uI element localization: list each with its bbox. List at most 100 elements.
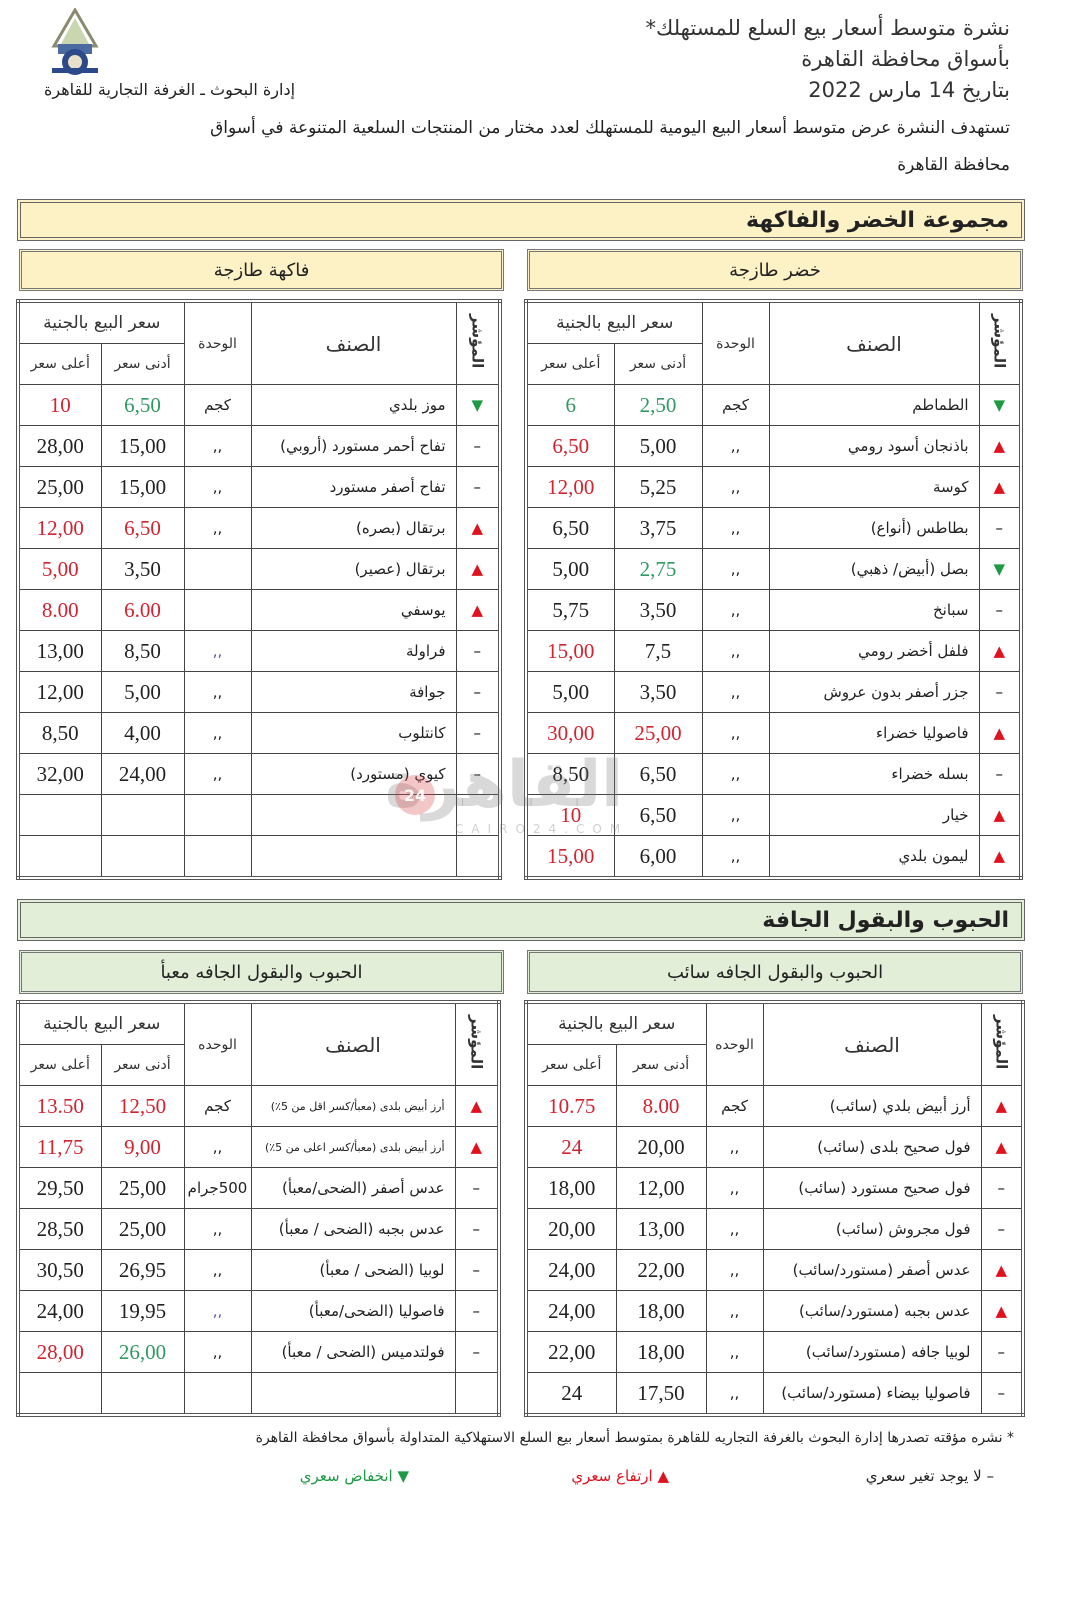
max-price: 15,00	[525, 630, 615, 672]
unit-header: الوحده	[183, 1001, 252, 1086]
min-price: 3,50	[613, 589, 703, 631]
max-price: 24,00	[525, 1290, 617, 1332]
indicator-up-icon: ▲	[454, 1085, 500, 1127]
table-row: – فاصوليا بيضاء (مستورد/سائب),, 17,50 24	[525, 1372, 1024, 1416]
watermark: القاهرة	[385, 748, 624, 822]
empty-cell	[455, 794, 501, 836]
vegetables-price-table: المؤشر الصنف الوحدة سعر البيع بالجنية أدنى س…	[524, 299, 1023, 880]
indicator-up-icon: ▲	[978, 630, 1022, 672]
table-row: ▲ يوسفي 6.00 8.00	[17, 589, 501, 631]
unit-cell: كجم	[183, 1085, 252, 1127]
footnote: * نشره مؤقته تصدرها إدارة البحوث بالغرفة…	[255, 1430, 1014, 1446]
item-name: عدس بجبه (مستورد/سائب)	[762, 1290, 982, 1332]
min-price: 25,00	[613, 712, 703, 754]
table-row: – كيوي (مستورد),, 24,00 32,00	[17, 753, 501, 795]
indicator-none-icon: –	[978, 589, 1022, 631]
max-price-header: أعلى سعر	[525, 343, 615, 385]
item-name: أرز أبيض بلدى (معبأ/كسر اعلى من 5٪)	[250, 1126, 456, 1168]
item-name: بطاطس (أنواع)	[768, 507, 980, 549]
item-name: عدس بجبه (الضحى / معبأ)	[250, 1208, 456, 1250]
table-row: ▼ بصل (أبيض/ ذهبي),, 2,75 5,00	[525, 548, 1022, 590]
table-row: ▲ عدس بجبه (مستورد/سائب),, 18,00 24,00	[525, 1290, 1024, 1332]
indicator-none-icon: –	[978, 753, 1022, 795]
item-name: يوسفي	[250, 589, 457, 631]
indicator-none-icon: –	[980, 1167, 1024, 1209]
unit-cell	[183, 589, 252, 631]
item-name: فاصوليا (الضحى/معبأ)	[250, 1290, 456, 1332]
item-name: برتقال (عصير)	[250, 548, 457, 590]
header-row: أدنى سعر أعلى سعر	[17, 343, 500, 385]
indicator-none-icon: –	[455, 425, 501, 467]
max-price: 28,00	[17, 1331, 102, 1373]
min-price: 6,50	[100, 384, 185, 426]
empty-cell	[183, 1372, 252, 1416]
item-name: فول مجروش (سائب)	[762, 1208, 982, 1250]
table-row	[17, 794, 501, 836]
unit-cell: ,,	[701, 548, 770, 590]
indicator-up-icon: ▲	[980, 1085, 1024, 1127]
table-row: ▲ أرز أبيض بلدى (معبأ/كسر اعلى من 5٪),, 9,…	[17, 1126, 500, 1168]
min-price: 4,00	[100, 712, 185, 754]
item-name: فول صحيح بلدى (سائب)	[762, 1126, 982, 1168]
max-price: 13.50	[17, 1085, 102, 1127]
empty-cell	[250, 794, 457, 836]
max-price: 10	[17, 384, 102, 426]
indicator-none-icon: –	[454, 1290, 500, 1332]
max-price-header: أعلى سعر	[17, 343, 102, 385]
legend-price-increase: ▲ ارتفاع سعري	[571, 1467, 669, 1485]
unit-cell	[183, 548, 252, 590]
table-row: ▲ برتقال (عصير) 3,50 5,00	[17, 548, 501, 590]
fruits-table-wrap: المؤشر الصنف الوحدة سعر البيع بالجنية أدنى س…	[16, 299, 502, 880]
indicator-header: المؤشر	[980, 1001, 1024, 1086]
max-price: 32,00	[17, 753, 102, 795]
max-price: 30,50	[17, 1249, 102, 1291]
max-price: 5,75	[525, 589, 615, 631]
unit-cell: ,,	[183, 630, 252, 672]
max-price: 8,50	[17, 712, 102, 754]
min-price: 18,00	[615, 1331, 707, 1373]
indicator-none-icon: –	[980, 1372, 1024, 1416]
item-name: لوبيا (الضحى / معبأ)	[250, 1249, 456, 1291]
max-price: 5,00	[525, 671, 615, 713]
indicator-header-label: المؤشر	[992, 1015, 1011, 1070]
unit-cell: ,,	[701, 425, 770, 467]
max-price: 10	[525, 794, 615, 836]
min-price: 25,00	[100, 1167, 185, 1209]
indicator-none-icon: –	[978, 507, 1022, 549]
table-row: – جزر أصفر بدون عروش,, 3,50 5,00	[525, 671, 1022, 713]
empty-cell	[100, 794, 185, 836]
max-price: 20,00	[525, 1208, 617, 1250]
packed-grains-price-table: المؤشر الصنف الوحده سعر البيع بالجنية أدنى س…	[16, 1000, 501, 1417]
header-row: المؤشر الصنف الوحده سعر البيع بالجنية	[17, 1001, 500, 1086]
item-name: كيوي (مستورد)	[250, 753, 457, 795]
unit-cell: ,,	[701, 589, 770, 631]
unit-cell: ,,	[705, 1249, 764, 1291]
item-name: ليمون بلدي	[768, 835, 980, 879]
indicator-up-icon: ▲	[455, 589, 501, 631]
min-price: 7,5	[613, 630, 703, 672]
empty-cell	[17, 794, 102, 836]
table-row: ▲ برتقال (بصره),, 6,50 12,00	[17, 507, 501, 549]
item-name: فول صحيح مستورد (سائب)	[762, 1167, 982, 1209]
header-row: المؤشر الصنف الوحدة سعر البيع بالجنية	[525, 300, 1022, 385]
indicator-header-label: المؤشر	[990, 314, 1009, 369]
unit-cell: ,,	[705, 1372, 764, 1416]
price-header: سعر البيع بالجنية	[525, 1001, 707, 1045]
min-price: 12,50	[100, 1085, 185, 1127]
table-row: – عدس أصفر (الضحى/معبأ) 500جرام 25,00 29,50	[17, 1167, 500, 1209]
unit-cell: ,,	[183, 1290, 252, 1332]
subsection-title: فاكهة طازجة	[213, 259, 310, 281]
max-price: 12,00	[525, 466, 615, 508]
table-row: ▲ فلفل أخضر رومي,, 7,5 15,00	[525, 630, 1022, 672]
bulletin-date: بتاريخ 14 مارس 2022	[808, 78, 1010, 102]
max-price: 5,00	[525, 548, 615, 590]
unit-cell: ,,	[701, 466, 770, 508]
min-price: 6,50	[100, 507, 185, 549]
min-price: 5,25	[613, 466, 703, 508]
unit-cell: ,,	[705, 1331, 764, 1373]
item-name: خيار	[768, 794, 980, 836]
min-price: 18,00	[615, 1290, 707, 1332]
section-title: الحبوب والبقول الجافة	[762, 907, 1009, 933]
unit-cell: كجم	[183, 384, 252, 426]
min-price-header: أدنى سعر	[100, 343, 185, 385]
